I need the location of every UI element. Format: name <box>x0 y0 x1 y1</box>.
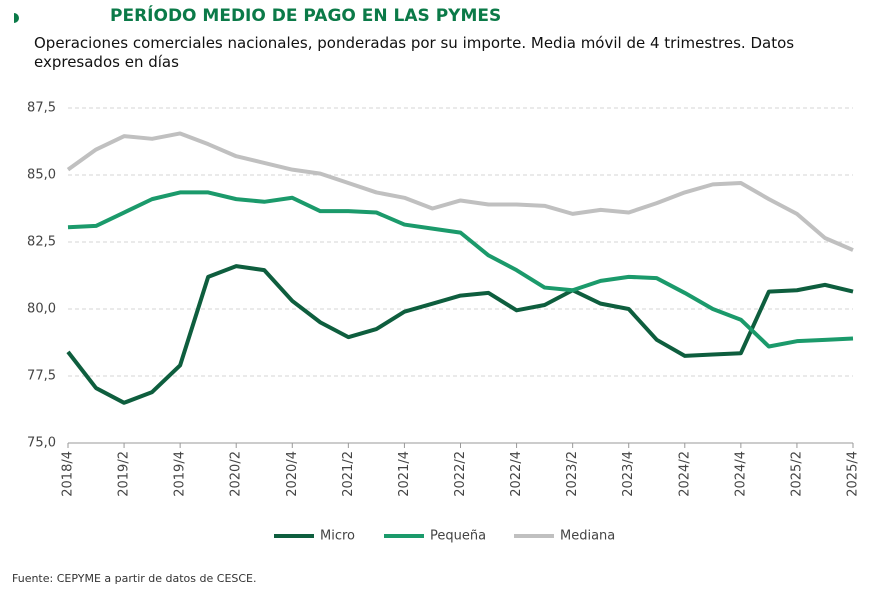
legend-label: Pequeña <box>430 529 486 544</box>
chart-title: PERÍODO MEDIO DE PAGO EN LAS PYMES <box>110 6 502 26</box>
line-series <box>66 131 854 252</box>
line-series <box>67 190 854 349</box>
x-tick-label: 2020/4 <box>285 451 300 497</box>
x-tick-label: 2022/2 <box>453 451 468 497</box>
chart-subtitle: Operaciones comerciales nacionales, pond… <box>34 34 795 71</box>
legend-label: Micro <box>320 529 355 544</box>
line-series <box>66 264 854 405</box>
x-tick-label: 2023/4 <box>621 451 636 497</box>
x-tick-label: 2024/2 <box>677 451 692 497</box>
y-tick-label: 77,5 <box>27 369 56 384</box>
y-tick-label: 80,0 <box>27 302 56 317</box>
x-tick-label: 2024/4 <box>733 451 748 497</box>
x-tick-label: 2023/2 <box>565 451 580 497</box>
x-tick-label: 2019/4 <box>173 451 188 497</box>
x-tick-label: 2022/4 <box>509 451 524 497</box>
legend-label: Mediana <box>560 529 615 544</box>
x-tick-label: 2019/2 <box>117 451 132 497</box>
x-tick-label: 2025/4 <box>846 451 861 497</box>
icon <box>14 13 19 23</box>
x-tick-label: 2021/2 <box>341 451 356 497</box>
x-tick-label: 2025/2 <box>789 451 804 497</box>
y-tick-label: 87,5 <box>27 101 56 116</box>
y-tick-label: 82,5 <box>27 235 56 250</box>
source-note: Fuente: CEPYME a partir de datos de CESC… <box>12 572 257 585</box>
x-tick-label: 2021/4 <box>397 451 412 497</box>
y-tick-label: 75,0 <box>27 436 56 451</box>
x-tick-label: 2018/4 <box>61 451 76 497</box>
y-tick-label: 85,0 <box>27 168 56 183</box>
x-tick-label: 2020/2 <box>229 451 244 497</box>
